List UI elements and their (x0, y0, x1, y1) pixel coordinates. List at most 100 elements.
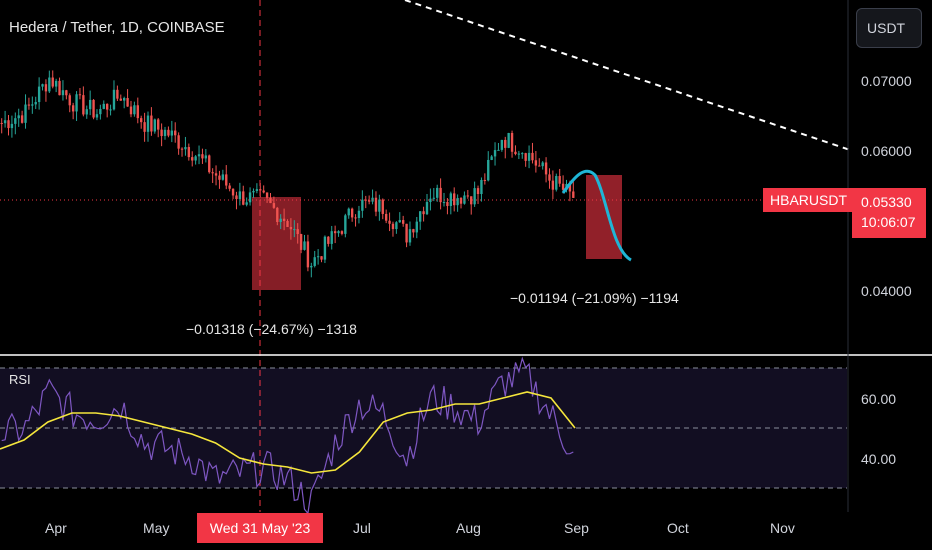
candle-body (37, 86, 41, 103)
candle-body (92, 99, 95, 118)
candle-body (7, 120, 10, 129)
candle-body (459, 198, 463, 204)
candle-body (483, 179, 487, 181)
candle-body (347, 208, 350, 216)
candle-body (17, 115, 20, 119)
candle-body (395, 222, 398, 230)
candle-body (473, 188, 476, 205)
candle-body (170, 130, 174, 136)
candle-body (3, 120, 7, 124)
candle-body (184, 147, 187, 150)
candle-body (119, 98, 122, 101)
candle-body (493, 150, 497, 157)
candle-body (527, 152, 531, 161)
candle-body (354, 217, 357, 219)
candle-body (197, 154, 201, 157)
rsi-label: RSI (9, 372, 31, 387)
candle-body (534, 160, 538, 166)
rsi-tick-40: 40.00 (861, 451, 896, 467)
candle-body (337, 231, 340, 234)
candle-body (398, 220, 401, 223)
candle-body (558, 176, 561, 184)
symbol-badge: HBARUSDT (763, 188, 855, 212)
candle-body (350, 208, 354, 218)
candle-body (58, 80, 61, 96)
candle-body (75, 94, 78, 112)
projection-drop-box (586, 175, 622, 259)
candle-body (344, 215, 347, 234)
price-tick-0.06: 0.06000 (861, 143, 912, 159)
candle-body (34, 102, 37, 105)
candle-body (187, 147, 191, 158)
candle-body (466, 195, 470, 197)
candle-body (44, 84, 48, 92)
candle-body (14, 118, 17, 124)
candle-body (412, 229, 415, 233)
time-tick-may: May (143, 520, 169, 536)
candle-body (531, 152, 534, 161)
price-tick-0.07: 0.07000 (861, 73, 912, 89)
candle-body (10, 123, 14, 129)
candle-body (201, 154, 204, 159)
candle-body (0, 123, 3, 124)
candle-body (112, 89, 116, 110)
candle-body (510, 132, 514, 152)
candle-body (88, 99, 92, 110)
candle-body (51, 77, 54, 87)
candle-body (150, 115, 153, 132)
rsi-line (1, 356, 574, 515)
currency-button[interactable]: USDT (856, 8, 922, 48)
candle-body (163, 129, 167, 137)
candle-body (449, 193, 453, 206)
candle-body (422, 211, 425, 215)
crosshair-date-badge: Wed 31 May '23 (197, 513, 323, 543)
candle-body (313, 257, 316, 266)
candle-body (153, 119, 156, 132)
candle-body (286, 220, 289, 227)
projection-curve[interactable] (561, 169, 632, 262)
candle-body (487, 159, 490, 181)
candle-body (160, 129, 163, 137)
candle-body (157, 119, 160, 130)
candle-body (109, 109, 112, 111)
time-tick-apr: Apr (45, 520, 67, 536)
candle-body (439, 187, 442, 203)
candle-body (497, 149, 500, 151)
candle-body (378, 199, 381, 212)
rsi-ma-line (0, 391, 576, 474)
time-tick-aug: Aug (456, 520, 481, 536)
candle-body (167, 129, 170, 136)
candle-body (27, 104, 31, 106)
candle-body (282, 218, 286, 221)
candle-body (303, 241, 306, 250)
time-tick-sep: Sep (564, 520, 589, 536)
candle-body (48, 77, 51, 92)
candle-body (225, 174, 228, 186)
rsi-tick-60: 60.00 (861, 391, 896, 407)
candle-body (361, 199, 364, 211)
candle-body (490, 156, 493, 160)
candle-body (381, 199, 384, 214)
candle-body (548, 174, 551, 181)
trend-line[interactable] (404, 0, 851, 151)
candle-body (102, 103, 105, 109)
candle-body (24, 104, 27, 123)
candle-body (330, 231, 333, 244)
candle-body (364, 199, 367, 201)
candle-body (442, 202, 446, 204)
candle-body (231, 188, 235, 196)
price-tick-0.04: 0.04000 (861, 283, 912, 299)
candle-body (425, 202, 429, 215)
candle-body (255, 189, 259, 191)
bar-countdown: 10:06:07 (861, 214, 916, 230)
candle-body (133, 105, 136, 115)
candle-body (436, 187, 439, 198)
candle-body (555, 176, 558, 190)
candle-body (214, 173, 218, 176)
candle-body (78, 94, 82, 96)
candle-body (568, 183, 572, 192)
candle-body (316, 256, 320, 258)
candle-body (289, 226, 293, 230)
candle-body (415, 221, 418, 233)
